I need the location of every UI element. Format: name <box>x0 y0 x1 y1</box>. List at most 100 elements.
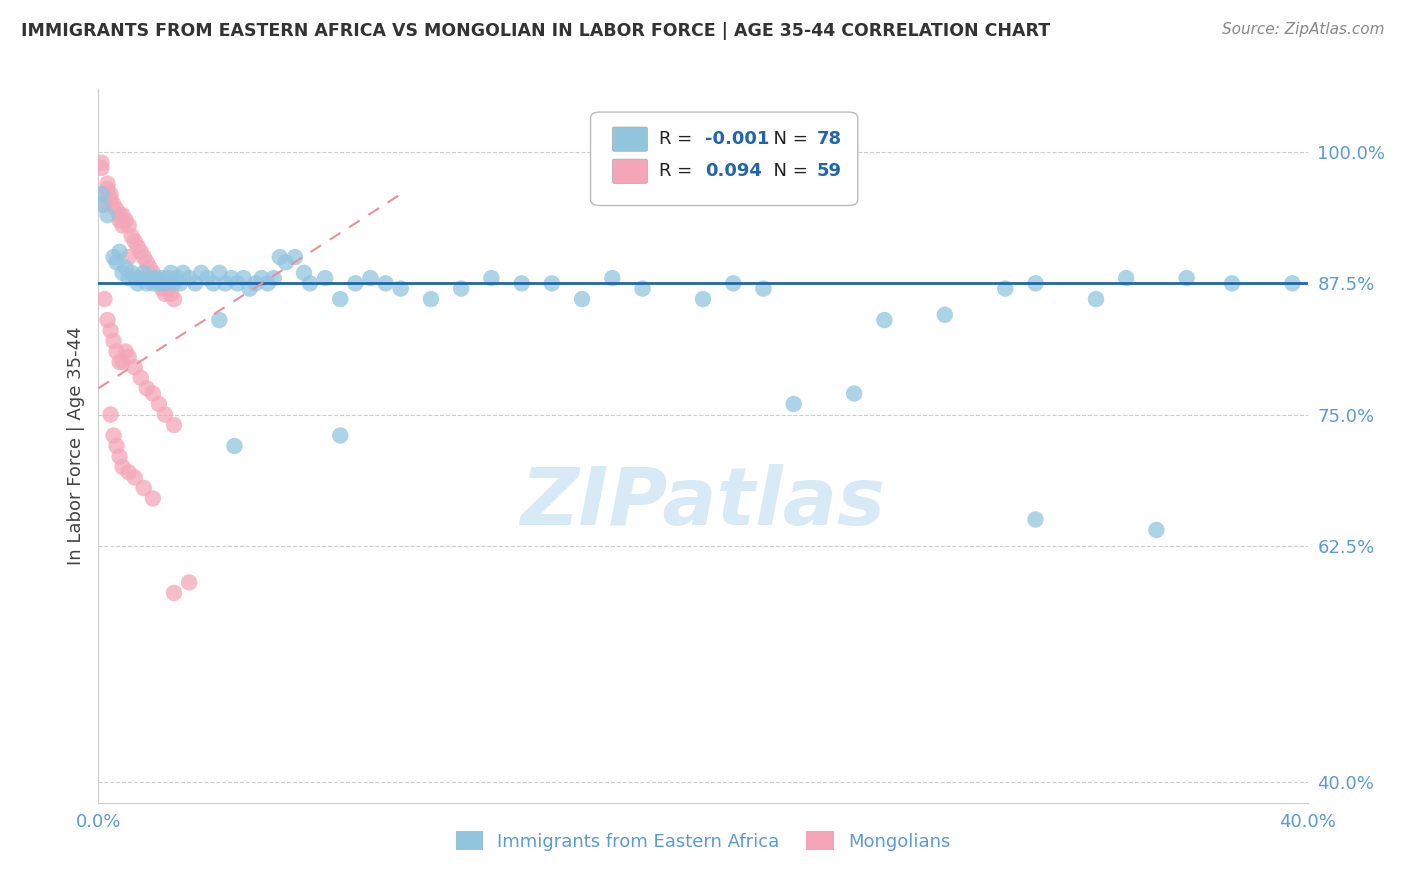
Point <box>160 286 183 301</box>
Point <box>129 271 152 285</box>
Point <box>163 417 186 432</box>
Point <box>292 266 315 280</box>
Point <box>153 408 176 422</box>
Point <box>108 213 131 227</box>
Point <box>153 277 176 291</box>
Point <box>232 271 254 285</box>
Point <box>111 208 134 222</box>
Point <box>299 277 322 291</box>
Point <box>105 202 128 217</box>
Point <box>783 397 806 411</box>
Point <box>994 282 1017 296</box>
Text: R =: R = <box>659 162 699 180</box>
Point <box>156 271 179 285</box>
Point <box>135 381 157 395</box>
Point <box>132 250 155 264</box>
Point <box>172 266 194 280</box>
Point <box>160 266 183 280</box>
Point <box>103 428 125 442</box>
Point <box>100 193 122 207</box>
Point <box>1175 271 1198 285</box>
Point <box>90 155 112 169</box>
Point <box>274 255 297 269</box>
Point <box>221 271 243 285</box>
Point <box>692 292 714 306</box>
Point <box>96 208 118 222</box>
Point <box>96 177 118 191</box>
Text: 59: 59 <box>817 162 842 180</box>
Text: 0.094: 0.094 <box>706 162 762 180</box>
Point <box>723 277 745 291</box>
Point <box>124 360 146 375</box>
Point <box>602 271 624 285</box>
Point <box>93 187 115 202</box>
Point <box>118 465 141 479</box>
Point <box>132 266 155 280</box>
Point <box>108 208 131 222</box>
Point <box>153 286 176 301</box>
Point <box>121 266 143 280</box>
Point <box>105 255 128 269</box>
Text: 78: 78 <box>817 130 842 148</box>
Point <box>100 408 122 422</box>
Text: R =: R = <box>659 130 699 148</box>
Point <box>329 292 352 306</box>
Point <box>111 460 134 475</box>
Point <box>139 271 162 285</box>
Point <box>142 277 165 291</box>
Point <box>1024 512 1046 526</box>
Point <box>118 250 141 264</box>
Point <box>571 292 593 306</box>
Point <box>114 260 136 275</box>
Point <box>100 187 122 202</box>
Text: ZIPatlas: ZIPatlas <box>520 464 886 542</box>
Point <box>121 229 143 244</box>
Point <box>934 308 956 322</box>
Point <box>314 271 336 285</box>
Point <box>844 386 866 401</box>
Point <box>510 277 533 291</box>
Point <box>202 277 225 291</box>
Legend: Immigrants from Eastern Africa, Mongolians: Immigrants from Eastern Africa, Mongolia… <box>449 824 957 858</box>
Point <box>195 271 218 285</box>
Point <box>1024 277 1046 291</box>
Point <box>127 277 149 291</box>
Point <box>1281 277 1303 291</box>
Point <box>135 277 157 291</box>
Point <box>1220 277 1243 291</box>
Point <box>214 277 236 291</box>
Point <box>269 250 291 264</box>
Point <box>90 161 112 175</box>
Point <box>631 282 654 296</box>
Point <box>169 277 191 291</box>
Point <box>150 282 173 296</box>
Point <box>124 470 146 484</box>
Point <box>100 324 122 338</box>
Point <box>103 197 125 211</box>
Point <box>1085 292 1108 306</box>
Point <box>118 271 141 285</box>
FancyBboxPatch shape <box>613 159 647 184</box>
Point <box>540 277 562 291</box>
Point <box>374 277 396 291</box>
Point <box>114 344 136 359</box>
Point <box>166 271 188 285</box>
Point <box>239 282 262 296</box>
Point <box>208 313 231 327</box>
Point <box>450 282 472 296</box>
Point <box>114 213 136 227</box>
Point <box>139 260 162 275</box>
Point <box>129 244 152 259</box>
Point <box>263 271 285 285</box>
Point <box>103 250 125 264</box>
Point <box>360 271 382 285</box>
Point <box>132 481 155 495</box>
Point <box>481 271 503 285</box>
Point <box>145 271 167 285</box>
Point <box>420 292 443 306</box>
Point <box>93 197 115 211</box>
Point <box>105 344 128 359</box>
Point <box>148 277 170 291</box>
Point <box>142 386 165 401</box>
Point <box>135 255 157 269</box>
